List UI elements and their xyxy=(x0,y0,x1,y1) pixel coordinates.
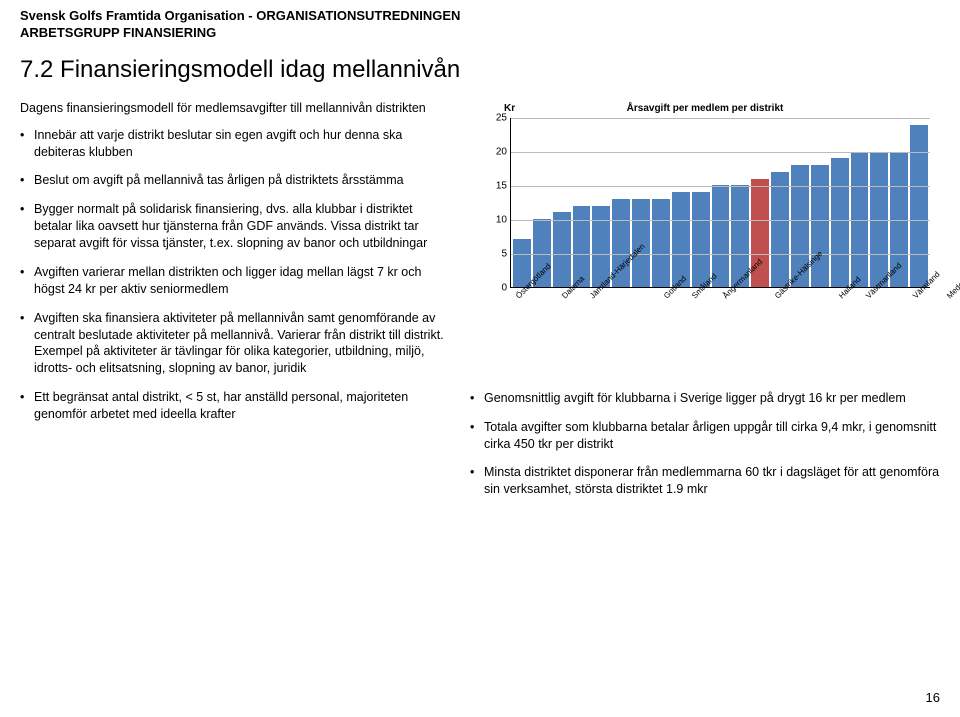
chart-xlabel: Gotland xyxy=(658,290,686,380)
chart-xlabel: Medelpad xyxy=(941,290,960,380)
chart-ytick: 15 xyxy=(485,179,507,193)
bullet-item: Minsta distriktet disponerar från medlem… xyxy=(470,464,940,498)
chart-bar xyxy=(573,206,591,287)
doc-header-line2: ARBETSGRUPP FINANSIERING xyxy=(20,25,940,42)
bullet-item: Avgiften varierar mellan distrikten och … xyxy=(20,264,450,298)
chart-xlabel: Dalarna xyxy=(556,290,584,380)
chart-xlabel: Gästrike-Hälsinge xyxy=(769,290,833,380)
chart-ytick: 5 xyxy=(485,247,507,261)
bullet-item: Genomsnittlig avgift för klubbarna i Sve… xyxy=(470,390,940,407)
doc-header-line1: Svensk Golfs Framtida Organisation - ORG… xyxy=(20,8,940,25)
bullet-item: Avgiften ska finansiera aktiviteter på m… xyxy=(20,310,450,378)
bullet-item: Totala avgifter som klubbarna betalar år… xyxy=(470,419,940,453)
chart-xlabel: Jämtland-Härjedalen xyxy=(584,290,658,380)
chart-bar xyxy=(910,125,928,287)
chart-bar xyxy=(553,212,571,286)
chart-bar xyxy=(692,192,710,287)
chart-xlabel: Halland xyxy=(833,290,860,380)
chart-bar xyxy=(672,192,690,287)
left-column: Dagens finansieringsmodell för medlemsav… xyxy=(20,100,450,510)
chart-xlabel: Småland xyxy=(686,290,718,380)
bullet-item: Ett begränsat antal distrikt, < 5 st, ha… xyxy=(20,389,450,423)
chart-title: Årsavgift per medlem per distrikt xyxy=(627,102,784,116)
chart-ytick: 20 xyxy=(485,145,507,159)
chart-ytick: 10 xyxy=(485,213,507,227)
section-title: 7.2 Finansieringsmodell idag mellannivån xyxy=(20,56,960,84)
left-bullet-list: Innebär att varje distrikt beslutar sin … xyxy=(20,127,450,423)
bullet-item: Bygger normalt på solidarisk finansierin… xyxy=(20,201,450,252)
chart-bar xyxy=(831,158,849,286)
chart-bar xyxy=(771,172,789,287)
chart-xlabels: ÖstergötlandDalarnaJämtland-HärjedalenGo… xyxy=(510,290,930,380)
chart-ytick: 25 xyxy=(485,111,507,125)
chart-bar xyxy=(712,185,730,286)
page-number: 16 xyxy=(926,690,940,705)
right-column: Kr Årsavgift per medlem per distrikt 051… xyxy=(470,100,940,510)
chart-bars xyxy=(511,118,930,288)
intro-text: Dagens finansieringsmodell för medlemsav… xyxy=(20,100,450,117)
chart-xlabel: Östergötland xyxy=(510,290,556,380)
right-bullet-list: Genomsnittlig avgift för klubbarna i Sve… xyxy=(470,390,940,498)
chart-plot-area: 0510152025 xyxy=(510,118,930,288)
chart-xlabel: Västmanland xyxy=(860,290,907,380)
chart-xlabel: Ångermanland xyxy=(717,290,769,380)
chart-xlabel: Värmland xyxy=(907,290,941,380)
bar-chart: Kr Årsavgift per medlem per distrikt 051… xyxy=(470,100,940,390)
chart-ytick: 0 xyxy=(485,281,507,295)
bullet-item: Innebär att varje distrikt beslutar sin … xyxy=(20,127,450,161)
bullet-item: Beslut om avgift på mellannivå tas årlig… xyxy=(20,172,450,189)
chart-bar xyxy=(652,199,670,287)
